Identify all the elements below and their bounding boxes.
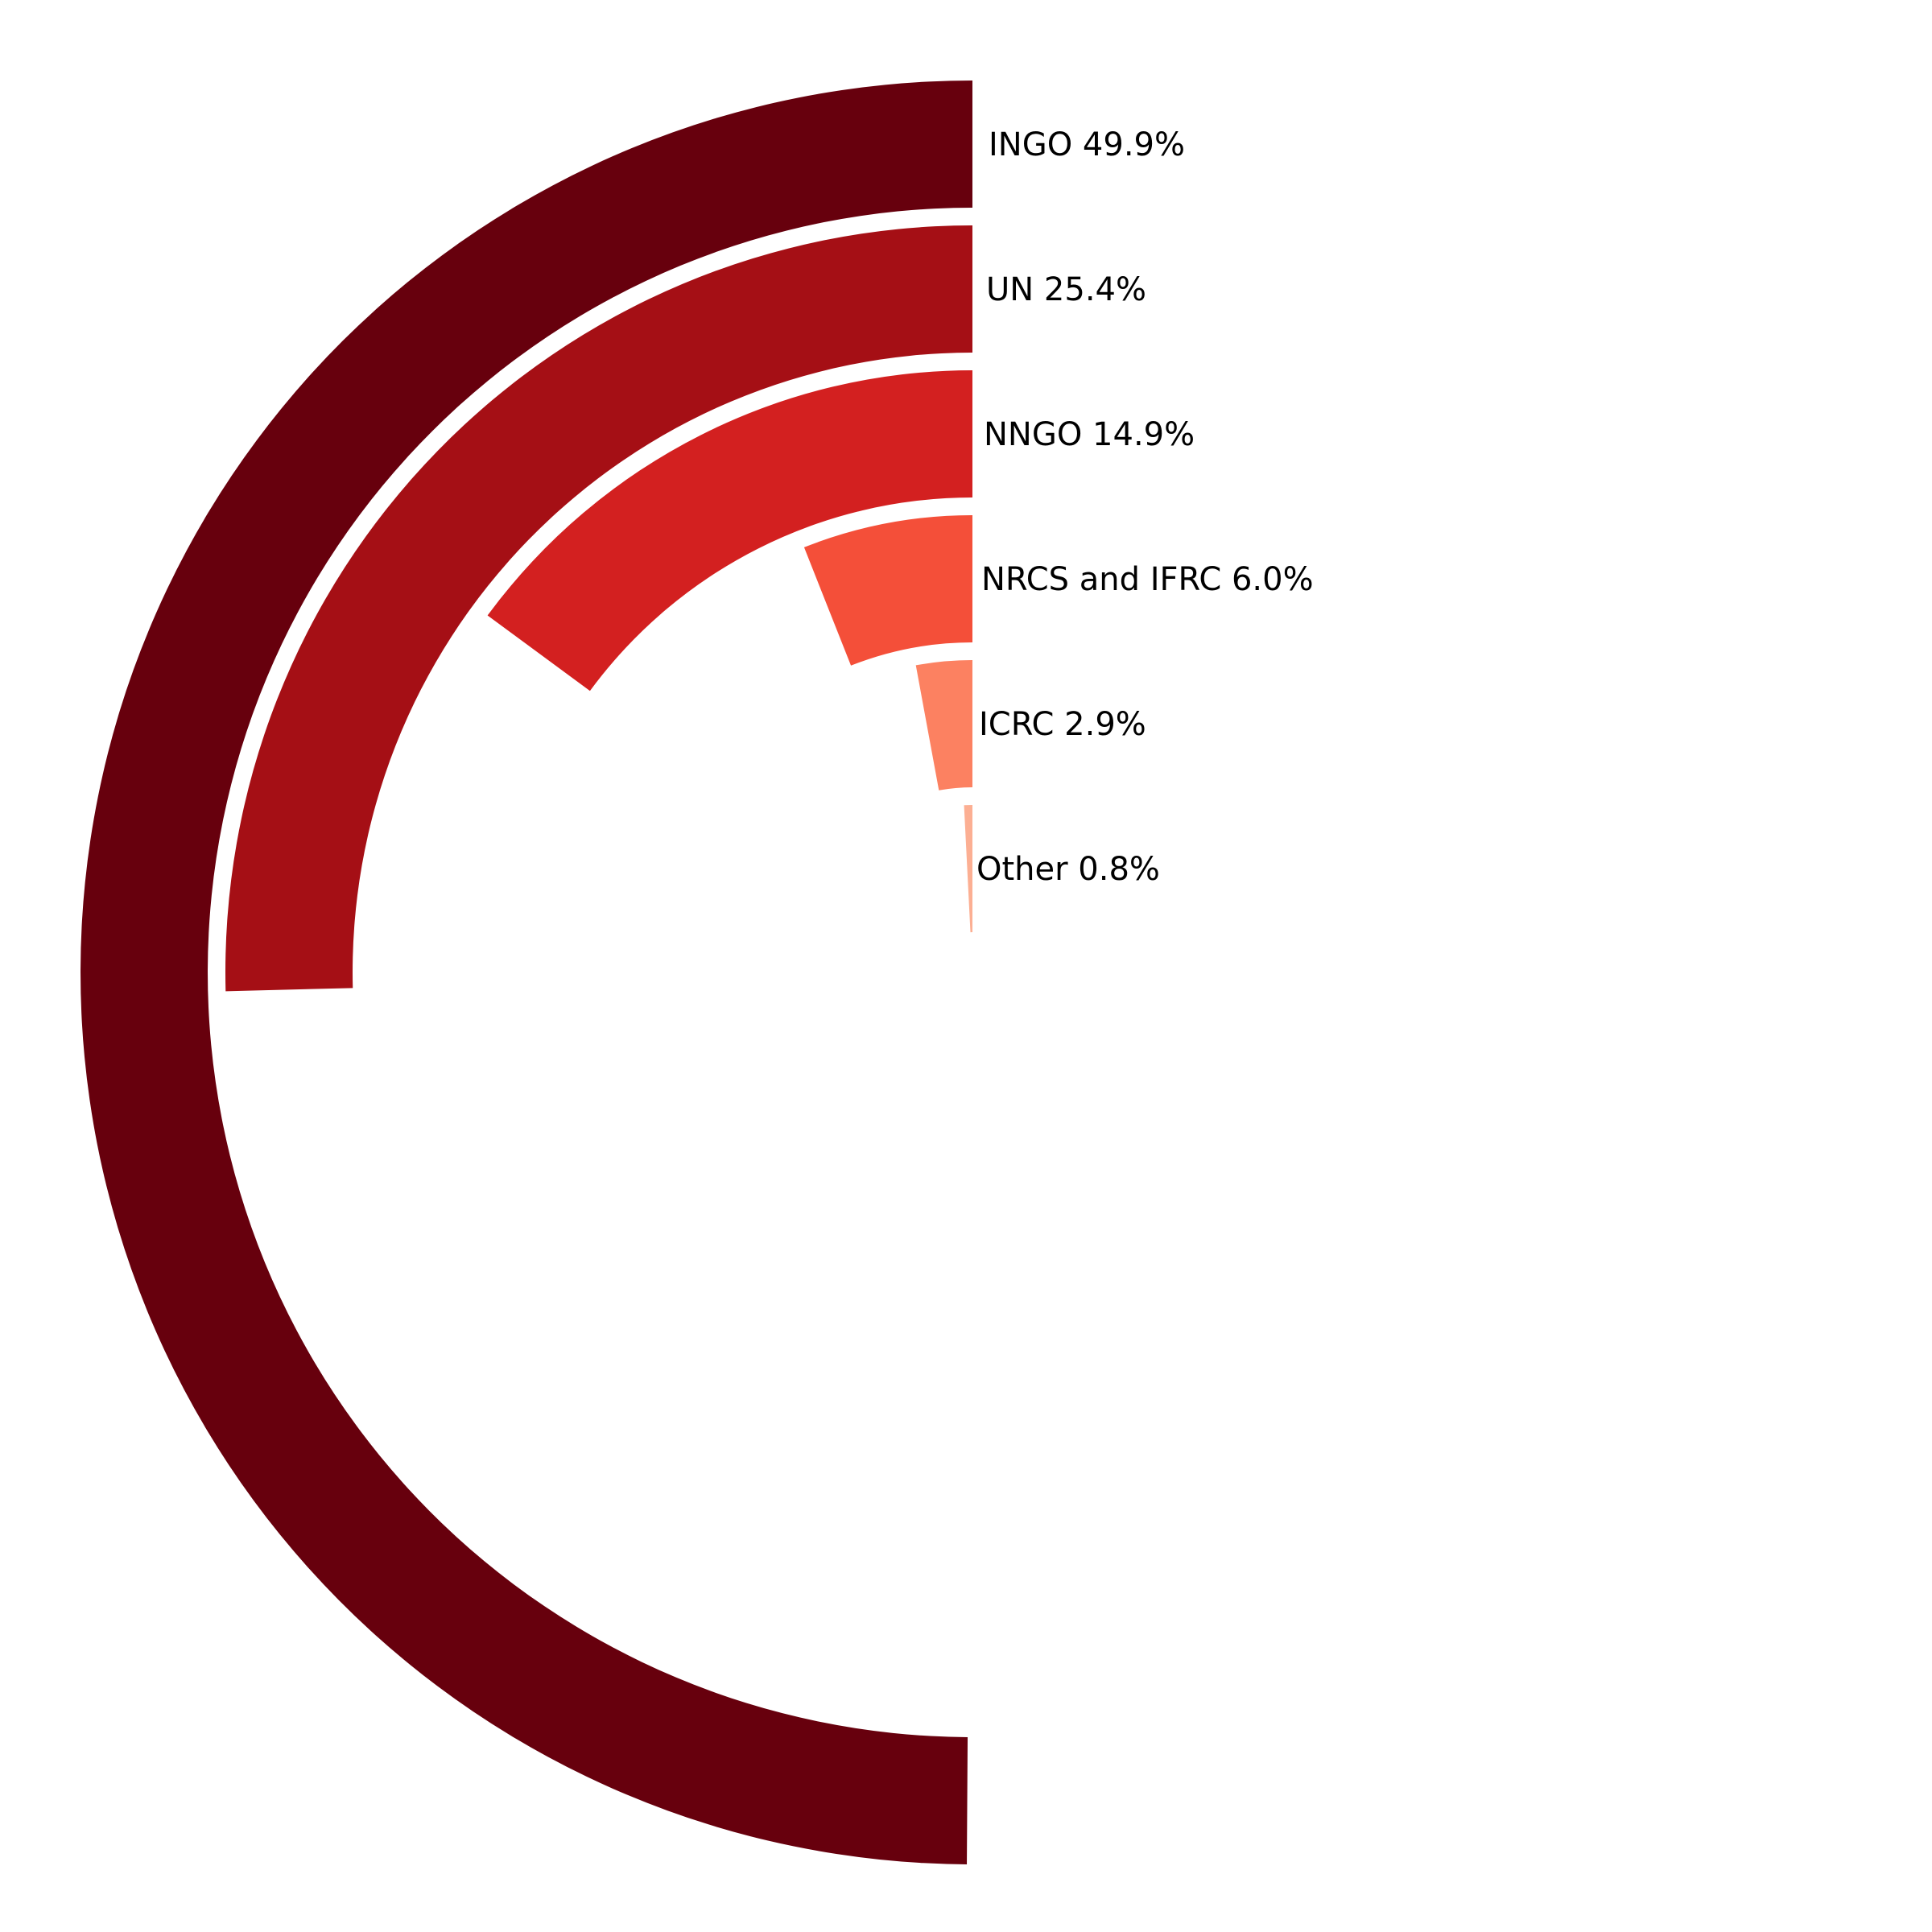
ring-label-other: Other 0.8% [976, 851, 1160, 888]
ring-bar-nrcs-and-ifrc [803, 515, 972, 666]
ring-label-nrcs-and-ifrc: NRCS and IFRC 6.0% [981, 561, 1314, 598]
ring-bar-other [964, 805, 972, 933]
ring-bar-icrc [915, 660, 972, 791]
ring-label-nngo: NNGO 14.9% [984, 416, 1195, 453]
label-group: INGO 49.9% UN 25.4% NNGO 14.9% NRCS and IFR… [976, 126, 1314, 888]
ring-bar-nngo [487, 370, 972, 691]
ring-bar-un [225, 225, 972, 992]
ring-group [80, 80, 973, 1864]
ring-label-un: UN 25.4% [986, 271, 1146, 308]
ring-label-ingo: INGO 49.9% [989, 126, 1185, 163]
ring-bar-ingo [80, 80, 973, 1864]
ring-label-icrc: ICRC 2.9% [979, 706, 1146, 743]
